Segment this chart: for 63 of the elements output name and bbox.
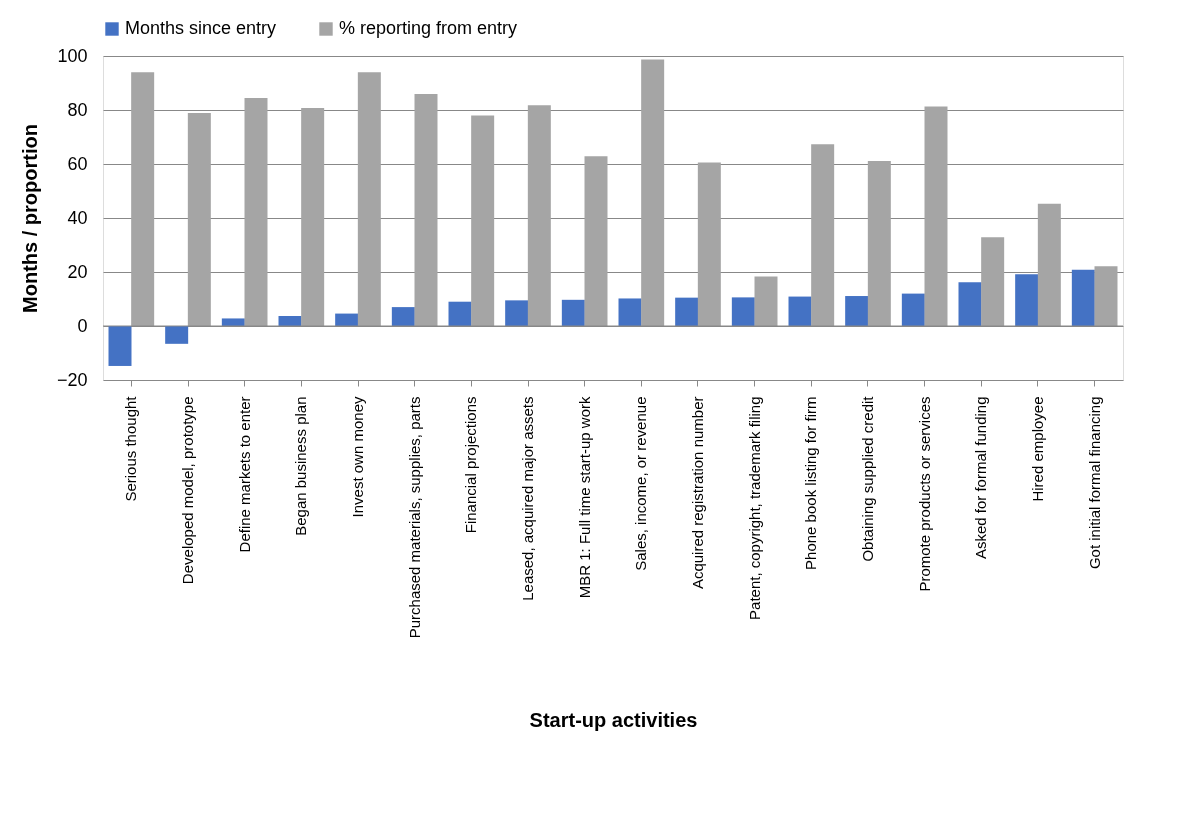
y-tick-label: 20	[67, 261, 88, 282]
bar	[357, 72, 381, 326]
bar	[618, 298, 642, 326]
bar	[1094, 266, 1118, 326]
bar	[924, 106, 948, 326]
bar	[901, 293, 925, 326]
x-tick-label: MBR 1: Full time start-up work	[575, 396, 593, 599]
y-tick-label: 60	[67, 153, 88, 174]
y-tick-label: 80	[67, 99, 88, 120]
x-tick-label: Got initial formal financing	[1085, 396, 1103, 570]
bar	[754, 276, 778, 326]
bar	[391, 307, 415, 326]
bar	[244, 98, 268, 326]
bar	[414, 94, 438, 326]
bar	[448, 301, 472, 326]
bar	[471, 115, 495, 326]
x-tick-label: Acquired registration number	[689, 396, 706, 590]
legend-label: Months since entry	[125, 18, 277, 38]
bar	[108, 326, 132, 366]
bar	[301, 108, 325, 326]
bar	[221, 318, 245, 326]
bar	[131, 72, 155, 326]
x-tick-label: Asked for formal funding	[972, 396, 990, 560]
x-tick-label: Define markets to enter	[235, 396, 253, 553]
y-axis-title: Months / proportion	[18, 124, 41, 313]
bar	[561, 299, 585, 326]
x-tick-label: Promote products or services	[915, 396, 933, 592]
bar	[867, 161, 891, 326]
bar	[187, 112, 211, 326]
legend-label: % reporting from entry	[339, 18, 518, 38]
bar	[1015, 274, 1039, 326]
bar	[641, 59, 665, 326]
bar	[1071, 269, 1095, 326]
bar	[731, 297, 755, 326]
x-tick-label: Financial projections	[462, 396, 480, 534]
x-tick-label: Invest own money	[349, 396, 366, 518]
bar	[845, 296, 869, 326]
bar	[1037, 203, 1061, 326]
x-tick-label: Began business plan	[292, 396, 310, 536]
bar	[811, 144, 835, 326]
x-tick-label: Leased, acquired major assets	[519, 396, 536, 601]
bar	[584, 156, 608, 326]
y-tick-label: 100	[57, 45, 88, 66]
x-axis-title: Start-up activities	[529, 708, 698, 731]
bar	[981, 237, 1005, 326]
bar	[527, 105, 551, 326]
x-tick-label: Phone book listing for firm	[802, 396, 820, 570]
bar	[958, 282, 982, 326]
x-tick-label: Serious thought	[122, 395, 140, 502]
y-tick-label: −20	[56, 369, 88, 390]
bar	[697, 162, 721, 326]
x-tick-label: Sales, income, or revenue	[632, 396, 650, 571]
y-tick-label: 40	[67, 207, 88, 228]
bar	[675, 297, 699, 326]
x-tick-label: Purchased materials, supplies, parts	[405, 396, 423, 639]
bar	[165, 326, 189, 344]
bar	[505, 300, 529, 326]
bar	[788, 296, 812, 326]
x-tick-label: Hired employee	[1029, 396, 1046, 502]
y-tick-label: 0	[77, 315, 88, 336]
x-tick-label: Patent, copyright, trademark filing	[745, 396, 763, 620]
x-tick-label: Developed model, prototype	[179, 396, 196, 585]
x-tick-label: Obtaining supplied credit	[859, 395, 876, 562]
